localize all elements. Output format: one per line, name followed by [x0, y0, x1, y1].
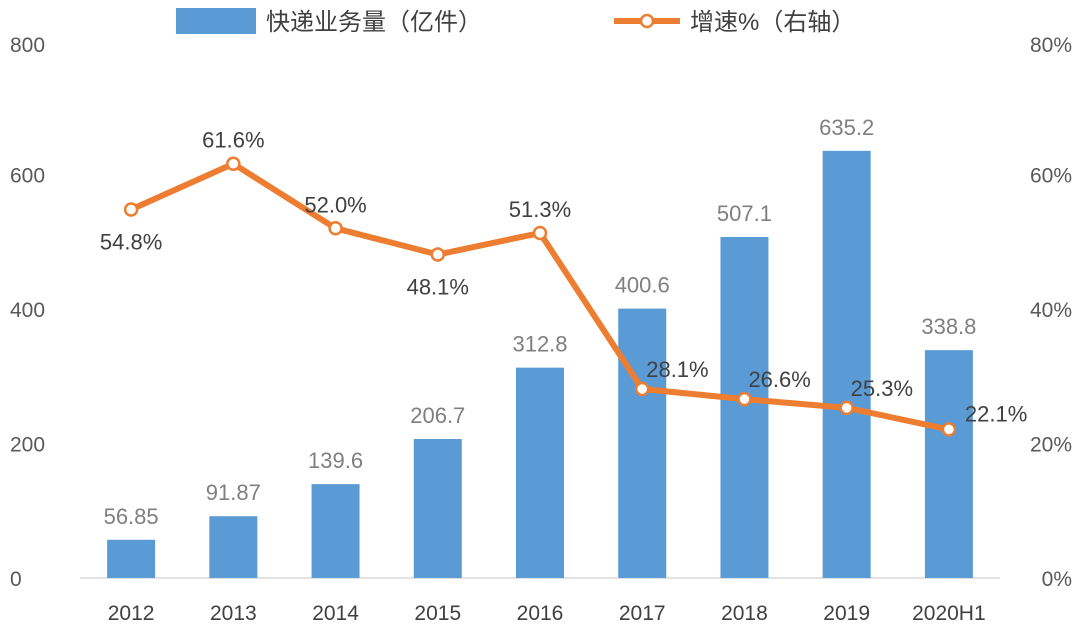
bar	[209, 516, 258, 578]
x-tick-label: 2016	[517, 602, 564, 625]
x-tick-label: 2014	[312, 602, 359, 625]
line-data-label: 48.1%	[407, 275, 469, 300]
bar-data-label: 139.6	[308, 448, 363, 473]
line-point	[328, 221, 343, 236]
line-data-label: 25.3%	[851, 376, 913, 401]
bar	[618, 308, 667, 578]
x-tick-label: 2020H1	[912, 602, 986, 625]
bar-data-label: 635.2	[819, 115, 874, 140]
y-left-tick-label: 600	[10, 165, 45, 188]
line-data-label: 61.6%	[202, 128, 264, 153]
line-data-label: 54.8%	[100, 229, 162, 254]
axes: 0 200 400 600 800 0% 20% 40% 60% 80% 2012 2013 2014 2…	[10, 34, 1072, 625]
bar	[311, 484, 360, 578]
bar-data-label: 206.7	[410, 403, 465, 428]
legend-line-label: 增速%（右轴）	[690, 9, 855, 36]
bar	[107, 539, 156, 578]
x-tick-label: 2013	[210, 602, 257, 625]
bar-series	[107, 150, 973, 578]
y-right-tick-label: 40%	[1030, 299, 1072, 322]
x-tick-label: 2017	[619, 602, 666, 625]
y-left-tick-label: 200	[10, 434, 45, 457]
x-tick-label: 2012	[108, 602, 155, 625]
y-right-tick-label: 60%	[1030, 165, 1072, 188]
line-series	[123, 156, 957, 437]
bar-data-label: 312.8	[512, 332, 567, 357]
line-data-label: 28.1%	[646, 357, 708, 382]
bar	[822, 150, 871, 578]
bar-data-label: 91.87	[206, 480, 261, 505]
line-data-label: 51.3%	[509, 197, 571, 222]
line-data-labels: 54.8% 61.6% 52.0% 48.1% 51.3% 28.1% 26.6% 25.3%…	[100, 128, 1027, 427]
bar-data-label: 507.1	[717, 201, 772, 226]
line-point	[941, 422, 957, 437]
line-point	[123, 202, 139, 217]
y-right-tick-label: 20%	[1030, 434, 1072, 457]
line-data-label: 26.6%	[748, 367, 810, 392]
line-data-label: 52.0%	[304, 192, 366, 217]
legend-line-marker	[639, 13, 655, 29]
line-point	[430, 247, 446, 262]
bar	[924, 350, 973, 578]
line-point	[737, 391, 752, 407]
legend-bar-swatch	[176, 8, 256, 34]
line-point	[532, 225, 548, 241]
y-left-tick-label: 800	[10, 34, 45, 57]
bar-data-label: 56.85	[104, 504, 159, 529]
x-tick-label: 2015	[414, 602, 461, 625]
legend-bar-label: 快递业务量（亿件）	[266, 9, 482, 36]
bar	[720, 236, 769, 578]
bar-data-label: 338.8	[921, 314, 976, 339]
line-point	[839, 400, 854, 416]
legend: 快递业务量（亿件） 增速%（右轴）	[176, 8, 855, 36]
bar	[413, 438, 462, 578]
y-right-tick-label: 0%	[1042, 568, 1072, 591]
line-point	[226, 156, 241, 171]
bar-data-labels: 56.85 91.87 139.6 206.7 312.8 400.6 507.1 635.2…	[104, 115, 977, 529]
bar-data-label: 400.6	[615, 273, 670, 298]
y-right-tick-label: 80%	[1030, 34, 1072, 57]
x-tick-label: 2018	[721, 602, 768, 625]
line-point	[634, 381, 650, 397]
line-data-label: 22.1%	[965, 401, 1027, 426]
y-left-tick-label: 0	[10, 568, 22, 591]
bar	[516, 367, 564, 578]
x-tick-label: 2019	[823, 602, 870, 625]
y-left-tick-label: 400	[10, 299, 45, 322]
